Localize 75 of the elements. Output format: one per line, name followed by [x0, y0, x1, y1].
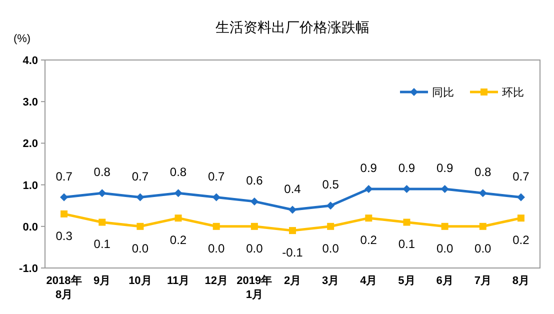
data-label: 0.4: [284, 182, 302, 196]
data-label: 0.0: [474, 241, 492, 256]
data-label: 0.6: [246, 173, 264, 188]
point: [288, 206, 296, 214]
data-label: 0.0: [436, 241, 454, 256]
data-label: 0.8: [474, 165, 492, 180]
x-tick-label: 3月: [322, 275, 340, 287]
data-label: 0.0: [246, 241, 264, 256]
point: [440, 184, 449, 193]
x-tick-label: 2月: [284, 275, 302, 287]
data-label: 0.2: [170, 233, 187, 248]
data-label: 0.8: [94, 165, 111, 180]
y-axis-title: (%): [13, 33, 31, 45]
data-label: 0.8: [170, 165, 187, 180]
data-label: 0.2: [512, 233, 530, 248]
point: [479, 222, 486, 230]
data-label: 0.1: [398, 237, 416, 252]
data-label: 0.7: [132, 169, 149, 184]
point: [289, 227, 296, 234]
point: [60, 193, 68, 202]
point: [250, 197, 258, 206]
x-tick-label: 6月: [436, 275, 454, 287]
data-label: 0.7: [208, 169, 226, 184]
point: [212, 222, 220, 230]
x-tick-label: 2019年 1月: [236, 274, 272, 301]
data-label: 0.7: [512, 169, 530, 184]
point: [136, 193, 144, 202]
point: [98, 218, 106, 226]
data-label: 0.0: [322, 241, 340, 256]
data-label: 0.9: [436, 160, 454, 175]
point: [364, 184, 373, 193]
point: [517, 214, 524, 222]
point: [516, 193, 525, 202]
x-tick-label: 9月: [94, 275, 111, 287]
point: [212, 193, 220, 202]
data-label: 0.9: [360, 160, 378, 175]
data-label: 0.1: [94, 237, 111, 252]
point: [478, 189, 487, 198]
x-tick-label: 4月: [360, 275, 378, 287]
data-label: 0.3: [56, 228, 73, 243]
y-tick-label: 3.0: [22, 96, 38, 109]
y-tick-label: -1.0: [19, 263, 38, 275]
point: [250, 222, 258, 230]
x-tick-label: 5月: [398, 275, 416, 287]
point: [365, 214, 372, 222]
y-tick-label: 2.0: [22, 138, 38, 150]
legend-label: 同比: [432, 86, 454, 99]
data-label: 0.9: [398, 160, 416, 175]
x-tick-label: 12月: [204, 275, 228, 287]
data-label: 0.0: [132, 241, 149, 256]
data-label: 0.0: [208, 241, 226, 256]
point: [98, 189, 106, 198]
chart-title: 生活资料出厂价格涨跌幅: [216, 19, 370, 35]
data-label: -0.1: [282, 246, 304, 260]
y-tick-label: 4.0: [22, 55, 38, 67]
point: [441, 222, 448, 230]
x-tick-label: 8月: [512, 275, 530, 287]
point: [174, 189, 182, 198]
data-label: 0.2: [360, 233, 378, 248]
legend-label: 环比: [502, 86, 524, 99]
x-tick-label: 7月: [474, 275, 492, 287]
x-tick-label: 10月: [128, 275, 152, 287]
point: [403, 218, 410, 226]
point: [60, 210, 68, 218]
x-tick-label: 2018年 8月: [46, 274, 82, 301]
x-tick-label: 11月: [166, 275, 190, 287]
data-label: 0.5: [322, 178, 340, 192]
data-label: 0.7: [56, 169, 73, 184]
point: [327, 222, 334, 230]
y-tick-label: 0.0: [22, 221, 38, 234]
point: [326, 202, 335, 210]
point: [402, 184, 411, 193]
point: [174, 214, 182, 222]
point: [136, 222, 144, 230]
y-tick-label: 1.0: [22, 180, 38, 192]
